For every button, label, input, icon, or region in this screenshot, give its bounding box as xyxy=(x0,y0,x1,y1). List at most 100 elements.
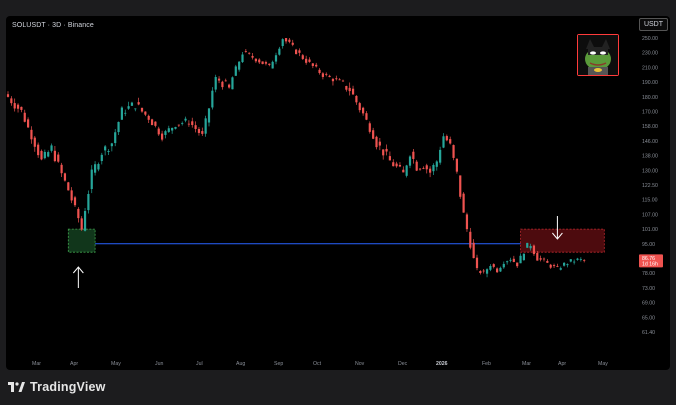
y-tick-label: 122.50 xyxy=(642,183,658,189)
candle-body xyxy=(418,168,422,170)
candle-body xyxy=(449,139,452,144)
candle-body xyxy=(573,261,576,263)
candle-body xyxy=(244,51,247,52)
candle-body xyxy=(114,132,117,144)
tradingview-brand[interactable]: TradingView xyxy=(8,380,106,394)
candle-body xyxy=(117,121,120,133)
candle-body xyxy=(375,136,378,148)
candle-body xyxy=(432,164,435,172)
x-tick-label: 2026 xyxy=(436,361,448,367)
candle-body xyxy=(549,264,552,268)
candle-body xyxy=(328,75,331,78)
candle-body xyxy=(224,80,227,82)
candle-body xyxy=(80,218,83,230)
candle-body xyxy=(422,167,425,169)
y-tick-label: 115.00 xyxy=(642,198,658,204)
candle-body xyxy=(496,268,499,273)
candle-body xyxy=(542,258,546,260)
candle-body xyxy=(234,66,237,76)
candle-body xyxy=(552,265,556,267)
candle-body xyxy=(472,242,475,259)
x-tick-label: Jun xyxy=(155,361,163,367)
candle-body xyxy=(191,121,194,125)
candle-body xyxy=(529,245,532,249)
candle-body xyxy=(254,58,257,62)
candle-body xyxy=(305,58,308,63)
candle-body xyxy=(284,38,288,42)
x-tick-label: Apr xyxy=(70,361,78,367)
candle-body xyxy=(579,259,582,260)
candle-body xyxy=(469,231,472,248)
last-price-badge xyxy=(639,254,663,268)
brand-name: TradingView xyxy=(30,380,106,394)
candle-body xyxy=(147,115,150,120)
candle-body xyxy=(298,50,301,53)
last-price-label: 86.76 xyxy=(642,256,655,262)
down-arrow-head xyxy=(552,232,563,240)
candle-body xyxy=(271,61,274,69)
candle-body xyxy=(67,182,70,191)
candle-body xyxy=(563,262,566,266)
candle-body xyxy=(100,154,103,162)
candle-body xyxy=(402,169,405,173)
candle-body xyxy=(442,136,445,148)
chart-panel[interactable]: 250.00 230.00 210.00 190.00 180.00 170.00 158.… xyxy=(6,16,670,370)
candle-body xyxy=(20,106,23,110)
candle-body xyxy=(462,193,465,213)
candle-body xyxy=(13,103,16,109)
y-tick-label: 61.40 xyxy=(642,330,655,336)
y-tick-label: 146.00 xyxy=(642,139,658,145)
y-tick-label: 170.00 xyxy=(642,110,658,116)
candle-body xyxy=(63,173,67,181)
currency-button[interactable]: USDT xyxy=(638,18,668,31)
candle-body xyxy=(489,266,492,270)
support-zone-box xyxy=(67,228,96,253)
candle-body xyxy=(110,143,113,147)
candle-body xyxy=(583,259,586,261)
up-arrow-head xyxy=(72,266,84,274)
candle-body xyxy=(37,144,40,156)
candle-body xyxy=(214,76,217,90)
x-tick-label: May xyxy=(111,361,121,367)
candlestick-chart[interactable]: 250.00 230.00 210.00 190.00 180.00 170.00 158.… xyxy=(6,16,670,370)
x-tick-label: Jul xyxy=(196,361,203,367)
candle-body xyxy=(382,149,385,156)
candle-body xyxy=(445,136,448,141)
candle-body xyxy=(408,156,412,166)
y-tick-label: 230.00 xyxy=(642,51,658,57)
candle-body xyxy=(171,127,174,131)
candle-body xyxy=(127,106,130,109)
candle-body xyxy=(47,152,50,157)
candle-body xyxy=(459,175,462,197)
candle-body xyxy=(566,264,569,266)
candle-body xyxy=(281,39,284,47)
x-tick-label: Apr xyxy=(558,361,566,367)
candle-body xyxy=(134,108,137,110)
candle-body xyxy=(485,269,489,274)
candle-body xyxy=(308,59,311,62)
candle-body xyxy=(506,261,509,263)
candle-body xyxy=(288,39,291,42)
candle-body xyxy=(258,59,261,63)
y-tick-label: 65.00 xyxy=(642,315,655,321)
candle-body xyxy=(465,214,469,230)
candle-body xyxy=(301,55,304,59)
candle-body xyxy=(502,263,505,268)
candle-body xyxy=(157,128,160,135)
candle-body xyxy=(238,61,241,70)
candle-body xyxy=(40,150,43,160)
y-tick-label: 101.00 xyxy=(642,227,658,233)
candle-body xyxy=(150,119,154,126)
candle-body xyxy=(201,131,204,134)
candle-body xyxy=(425,165,428,170)
candle-body xyxy=(274,55,278,62)
x-tick-label: Dec xyxy=(398,361,408,367)
candle-body xyxy=(33,137,36,147)
x-tick-label: Sep xyxy=(274,361,283,367)
candle-body xyxy=(184,118,187,121)
candle-body xyxy=(512,258,515,262)
candle-body xyxy=(120,107,123,120)
candle-body xyxy=(338,79,341,81)
candle-body xyxy=(392,162,395,167)
candle-body xyxy=(576,258,579,260)
